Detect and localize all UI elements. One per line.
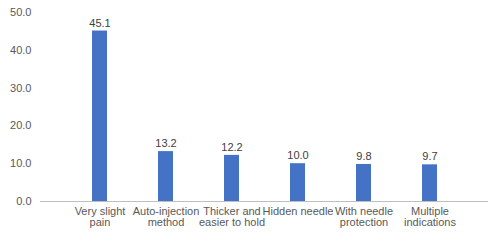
svg-text:0.0: 0.0 bbox=[16, 195, 31, 207]
svg-text:Auto-injectionmethod: Auto-injectionmethod bbox=[133, 205, 200, 228]
svg-text:Thicker andeasier to hold: Thicker andeasier to hold bbox=[199, 205, 265, 228]
svg-text:10.0: 10.0 bbox=[10, 157, 31, 169]
svg-text:45.1: 45.1 bbox=[89, 17, 110, 29]
svg-text:Very slightpain: Very slightpain bbox=[75, 205, 126, 228]
svg-text:9.8: 9.8 bbox=[356, 150, 371, 162]
svg-text:10.0: 10.0 bbox=[287, 149, 308, 161]
svg-text:Multipleindications: Multipleindications bbox=[404, 205, 456, 228]
svg-text:12.2: 12.2 bbox=[221, 141, 242, 153]
svg-text:30.0: 30.0 bbox=[10, 82, 31, 94]
svg-text:With needleprotection: With needleprotection bbox=[335, 205, 393, 228]
svg-text:40.0: 40.0 bbox=[10, 44, 31, 56]
svg-text:13.2: 13.2 bbox=[155, 137, 176, 149]
svg-text:50.0: 50.0 bbox=[10, 6, 31, 18]
svg-text:Hidden needle: Hidden needle bbox=[263, 205, 334, 217]
svg-text:9.7: 9.7 bbox=[422, 150, 437, 162]
svg-text:20.0: 20.0 bbox=[10, 119, 31, 131]
